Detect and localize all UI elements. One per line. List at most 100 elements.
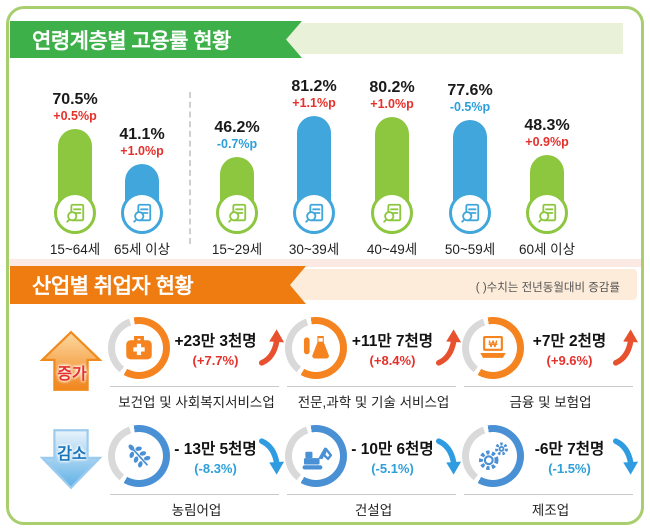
age-section-banner: 연령계층별 고용률 현황 bbox=[10, 21, 302, 58]
increase-label: 증가 bbox=[57, 366, 87, 383]
industry-change-rate: (+9.6%) bbox=[546, 352, 593, 368]
industry-item-top: +23만 3천명 (+7.7%) bbox=[108, 314, 285, 382]
industry-item: ₩ +7만 2천명 (+9.6%) 금융 및 보험업 bbox=[462, 314, 639, 411]
industry-item-divider bbox=[287, 494, 456, 495]
increase-badge: 증가 bbox=[36, 314, 108, 414]
industry-change-value: +23만 3천명 bbox=[174, 332, 257, 350]
document-magnifier-icon bbox=[383, 203, 402, 223]
industry-ring bbox=[108, 425, 170, 487]
decrease-items: - 13만 5천명 (-8.3%) 농림어업 - 10만 6천명 (-5.1%) 건설업 -… bbox=[108, 422, 640, 519]
age-bar-column: 46.2% -0.7%p 15~29세 bbox=[199, 76, 275, 258]
industry-change-rate: (+7.7%) bbox=[192, 352, 239, 368]
industry-change-rate: (-5.1%) bbox=[371, 460, 414, 476]
industry-section-title: 산업별 취업자 현황 bbox=[32, 275, 194, 298]
age-bar bbox=[54, 129, 96, 234]
industry-item: -6만 7천명 (-1.5%) 제조업 bbox=[462, 422, 639, 519]
age-bar-column: 70.5% +0.5%p 15~64세 bbox=[37, 76, 113, 258]
age-section-title: 연령계층별 고용률 현황 bbox=[32, 29, 231, 53]
industry-change-value: +11만 7천명 bbox=[351, 332, 434, 350]
bar-icon-circle bbox=[293, 192, 335, 234]
employment-rate-change: +1.1%p bbox=[292, 96, 336, 110]
industry-item-divider bbox=[110, 494, 279, 495]
age-bar bbox=[449, 120, 491, 234]
employment-rate-change: -0.7%p bbox=[216, 137, 258, 151]
bar-icon-circle bbox=[54, 192, 96, 234]
industry-name-label: 농림어업 bbox=[171, 503, 222, 518]
industry-change-rate: (-1.5%) bbox=[548, 460, 591, 476]
document-magnifier-icon bbox=[133, 203, 152, 223]
bar-icon-circle bbox=[371, 192, 413, 234]
decrease-label: 감소 bbox=[57, 446, 87, 463]
industry-change-value: -6만 7천명 bbox=[534, 440, 605, 458]
industry-item-divider bbox=[110, 386, 279, 387]
age-bar-column: 81.2% +1.1%p 30~39세 bbox=[276, 76, 352, 258]
curved-up-arrow-icon bbox=[436, 329, 462, 366]
industry-item: +11만 7천명 (+8.4%) 전문,과학 및 기술 서비스업 bbox=[285, 314, 462, 411]
laptop-won-icon: ₩ bbox=[462, 317, 524, 379]
employment-rate-change: +1.0%p bbox=[120, 144, 164, 158]
curved-down-arrow-icon bbox=[436, 438, 462, 475]
industry-change-rate: (+8.4%) bbox=[369, 352, 416, 368]
employment-rate-value: 46.2% bbox=[214, 118, 260, 136]
industry-ring: ₩ bbox=[462, 317, 524, 379]
industry-ring bbox=[285, 425, 347, 487]
excavator-icon bbox=[285, 425, 347, 487]
industry-change-rate: (-8.3%) bbox=[194, 460, 237, 476]
industry-change-value: - 13만 5천명 bbox=[174, 440, 257, 458]
decrease-badge: 감소 bbox=[36, 422, 108, 522]
document-magnifier-icon bbox=[461, 203, 480, 223]
age-bar-column: 80.2% +1.0%p 40~49세 bbox=[354, 76, 430, 258]
industry-increase-row: 증가 +23만 3천명 (+7.7%) 보건업 및 사회복지서비스업 +11만 7천명… bbox=[36, 314, 640, 414]
industry-ring bbox=[108, 317, 170, 379]
age-group-label: 65세 이상 bbox=[113, 242, 171, 257]
document-magnifier-icon bbox=[228, 203, 247, 223]
curved-up-arrow-icon bbox=[259, 329, 285, 366]
svg-text:₩: ₩ bbox=[489, 339, 498, 349]
document-magnifier-icon bbox=[538, 203, 557, 223]
employment-rate-value: 70.5% bbox=[52, 90, 98, 108]
age-group-label: 30~39세 bbox=[288, 242, 340, 257]
industry-item-divider bbox=[464, 386, 633, 387]
industry-item-divider bbox=[464, 494, 633, 495]
employment-rate-value: 41.1% bbox=[119, 125, 165, 143]
age-bar-column: 41.1% +1.0%p 65세 이상 bbox=[104, 76, 180, 258]
flask-icon bbox=[285, 317, 347, 379]
employment-rate-value: 81.2% bbox=[291, 77, 337, 95]
curved-down-arrow-icon bbox=[613, 438, 639, 475]
bar-icon-circle bbox=[121, 192, 163, 234]
employment-rate-value: 48.3% bbox=[524, 116, 570, 134]
industry-item-divider bbox=[287, 386, 456, 387]
wheat-icon bbox=[108, 425, 170, 487]
industry-section-banner: 산업별 취업자 현황 bbox=[10, 266, 306, 304]
industry-item-top: ₩ +7만 2천명 (+9.6%) bbox=[462, 314, 639, 382]
industry-ring bbox=[462, 425, 524, 487]
age-group-label: 40~49세 bbox=[366, 242, 418, 257]
age-bar-column: 77.6% -0.5%p 50~59세 bbox=[432, 76, 508, 258]
age-group-label: 15~29세 bbox=[211, 242, 263, 257]
industry-name-label: 건설업 bbox=[354, 503, 393, 518]
gears-icon bbox=[462, 425, 524, 487]
employment-rate-change: +0.5%p bbox=[53, 109, 97, 123]
industry-item-top: - 13만 5천명 (-8.3%) bbox=[108, 422, 285, 490]
curved-up-arrow-icon bbox=[613, 329, 639, 366]
bar-icon-circle bbox=[216, 192, 258, 234]
industry-item-top: -6만 7천명 (-1.5%) bbox=[462, 422, 639, 490]
industry-item-top: +11만 7천명 (+8.4%) bbox=[285, 314, 462, 382]
increase-items: +23만 3천명 (+7.7%) 보건업 및 사회복지서비스업 +11만 7천명 (+8… bbox=[108, 314, 640, 411]
age-bar-column: 48.3% +0.9%p 60세 이상 bbox=[509, 76, 585, 258]
industry-change-value: - 10만 6천명 bbox=[351, 440, 434, 458]
bar-group-divider bbox=[189, 92, 191, 244]
industry-change-value: +7만 2천명 bbox=[532, 332, 607, 350]
employment-rate-change: -0.5%p bbox=[449, 100, 491, 114]
age-group-label: 50~59세 bbox=[444, 242, 496, 257]
age-section-band bbox=[250, 23, 623, 54]
document-magnifier-icon bbox=[66, 203, 85, 223]
bar-icon-circle bbox=[449, 192, 491, 234]
section-divider-strip bbox=[9, 259, 641, 267]
employment-rate-value: 80.2% bbox=[369, 78, 415, 96]
age-bar bbox=[371, 117, 413, 234]
industry-ring bbox=[285, 317, 347, 379]
industry-item: - 13만 5천명 (-8.3%) 농림어업 bbox=[108, 422, 285, 519]
industry-name-label: 금융 및 보험업 bbox=[509, 395, 592, 410]
